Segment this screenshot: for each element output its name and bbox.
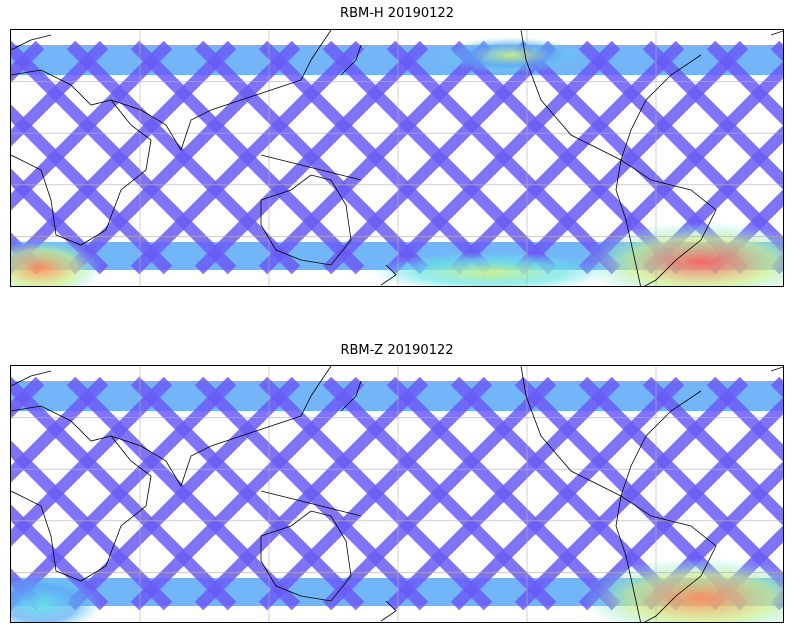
coastline [615,159,717,286]
hotspot-south-atlantic-anomaly [581,558,783,622]
coastline [11,69,152,246]
hotspot-southern-pacific [371,252,611,286]
coastline [110,435,212,487]
orbit-swaths [11,37,783,286]
swath-descending [514,40,749,275]
coastline [770,366,783,372]
coastlines [11,366,783,622]
swath-descending [11,376,173,547]
swath-descending [258,376,493,611]
swath-descending [66,376,301,611]
coastline [620,390,702,497]
coastline [11,405,152,582]
swath-descending [450,40,685,275]
swath-descending [322,376,557,611]
swath-descending [11,40,173,211]
orbit-swaths [11,376,783,622]
swath-descending [66,40,301,275]
swath-descending [386,376,621,611]
coastlines [11,30,783,286]
coastline [380,600,397,622]
coastline [260,510,352,602]
coastline [11,370,52,387]
coastline [260,154,362,181]
panel-title: RBM-Z 20190122 [340,343,454,358]
swath-descending [322,40,557,275]
swath-ascending [11,168,109,275]
graticule [11,30,783,286]
coastline [520,30,622,161]
coastline [340,44,362,76]
hotspot-north-atlantic [441,37,581,73]
map-svg [11,30,783,286]
coastline [210,30,332,111]
hotspot-southern-indian-ocean [11,238,101,286]
coastline [620,54,702,161]
coastline [260,174,352,266]
swath-descending [514,376,749,611]
coastline [110,99,212,151]
coastline [260,490,362,517]
swath-ascending [706,40,783,126]
swath-descending [194,376,429,611]
coastline [380,264,397,286]
swath-descending [450,376,685,611]
swath-descending [194,40,429,275]
swath-descending [386,40,621,275]
swath-descending [11,376,237,611]
coastline [615,495,717,622]
coastline [210,366,332,447]
swath-descending [258,40,493,275]
orbit-map [10,365,784,623]
swath-descending [130,40,365,275]
hotspot-south-atlantic-anomaly [581,222,783,286]
map-svg [11,366,783,622]
swath-ascending [11,504,109,611]
swath-descending [130,376,365,611]
coastline [11,34,52,51]
swath-descending [11,40,237,275]
coastline [520,366,622,497]
orbit-map [10,29,784,287]
graticule [11,366,783,622]
panel-title: RBM-H 20190122 [340,6,454,21]
coastline [770,30,783,36]
coastline [340,380,362,412]
hotspot-southern-indian-ocean [11,574,101,622]
swath-ascending [706,376,783,462]
